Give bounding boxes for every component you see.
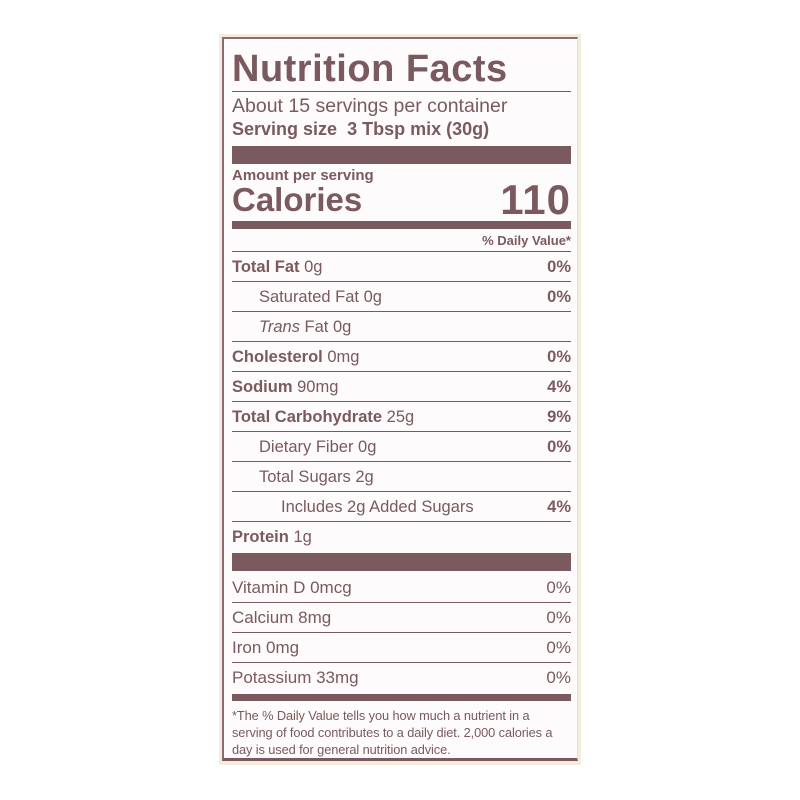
vitamin-list: Vitamin D 0mcg 0% Calcium 8mg 0% Iron 0mg 0% P… <box>232 573 571 692</box>
nutrient-amount: 2g <box>355 468 374 486</box>
nutrient-name: Total Fat 0g <box>232 252 322 281</box>
nutrient-name: Saturated Fat 0g <box>232 282 382 311</box>
nutrient-name: Trans Fat 0g <box>232 312 351 341</box>
nutrient-amount: 0g <box>332 318 352 336</box>
nutrient-row: Total Fat 0g 0% <box>232 251 571 281</box>
nutrient-label: Dietary Fiber <box>259 438 354 456</box>
serving-size-label: Serving size <box>232 119 338 139</box>
vitamin-daily-value: 0% <box>546 668 571 687</box>
nutrient-row: Dietary Fiber 0g 0% <box>232 431 571 461</box>
nutrient-label-suffix: Fat <box>299 318 329 336</box>
nutrient-name: Total Carbohydrate 25g <box>232 402 414 431</box>
nutrient-row: Sodium 90mg 4% <box>232 371 571 401</box>
nutrient-label: Includes 2g Added Sugars <box>281 498 474 516</box>
vitamin-daily-value: 0% <box>546 578 571 597</box>
vitamin-label: Vitamin D 0mcg <box>232 578 352 597</box>
calories-label: Calories <box>232 181 363 218</box>
vitamin-label: Iron 0mg <box>232 638 300 657</box>
medium-divider <box>232 694 571 701</box>
nutrient-list: Total Fat 0g 0% Saturated Fat 0g 0% Trans Fa… <box>232 251 571 551</box>
nutrient-daily-value: 0% <box>547 348 571 366</box>
nutrient-amount: 0g <box>363 288 382 306</box>
nutrient-label: Sodium <box>232 378 293 396</box>
serving-size: Serving size 3 Tbsp mix (30g) <box>232 118 571 144</box>
nutrient-name: Cholesterol 0mg <box>232 342 359 371</box>
vitamin-daily-value: 0% <box>546 608 571 627</box>
nutrient-name: Dietary Fiber 0g <box>232 432 376 461</box>
nutrient-label: Total Fat <box>232 258 300 276</box>
nutrient-name: Includes 2g Added Sugars <box>232 492 474 521</box>
nutrient-row: Saturated Fat 0g 0% <box>232 281 571 311</box>
calories-value: 110 <box>500 176 571 223</box>
nutrient-label: Total Carbohydrate <box>232 408 383 426</box>
nutrient-amount: 0mg <box>327 348 360 366</box>
nutrient-label: Total Sugars <box>259 468 351 486</box>
nutrient-name: Total Sugars 2g <box>232 462 374 491</box>
label-title: Nutrition Facts <box>232 48 508 90</box>
vitamin-daily-value: 0% <box>546 638 571 657</box>
daily-value-header: % Daily Value* <box>482 233 571 248</box>
nutrient-row: Protein 1g <box>232 521 571 551</box>
nutrient-label: Trans <box>259 318 300 336</box>
nutrient-name: Protein 1g <box>232 522 312 551</box>
nutrient-daily-value: 9% <box>547 408 571 426</box>
vitamin-row: Calcium 8mg 0% <box>232 602 571 632</box>
nutrition-facts-label: Nutrition Facts About 15 servings per co… <box>222 37 578 761</box>
medium-divider <box>232 221 571 229</box>
nutrient-amount: 0g <box>304 258 323 276</box>
amount-per-serving: Amount per serving <box>232 167 374 184</box>
thick-divider <box>232 146 571 164</box>
thick-divider <box>232 553 571 571</box>
nutrient-daily-value: 4% <box>547 378 571 396</box>
nutrient-row: Includes 2g Added Sugars 4% <box>232 491 571 521</box>
nutrient-daily-value: 4% <box>547 498 571 516</box>
nutrient-name: Sodium 90mg <box>232 372 338 401</box>
nutrient-label: Saturated Fat <box>259 288 359 306</box>
nutrient-row: Total Sugars 2g <box>232 461 571 491</box>
nutrient-row: Total Carbohydrate 25g 9% <box>232 401 571 431</box>
nutrient-daily-value: 0% <box>547 288 571 306</box>
calories-row: Calories 110 <box>232 176 571 223</box>
serving-size-value: 3 Tbsp mix (30g) <box>347 119 490 139</box>
nutrient-amount: 90mg <box>297 378 339 396</box>
nutrient-label: Cholesterol <box>232 348 323 366</box>
nutrient-row: Trans Fat 0g <box>232 311 571 341</box>
nutrient-label: Protein <box>232 528 289 546</box>
servings-per-container: About 15 servings per container <box>232 95 508 117</box>
vitamin-row: Vitamin D 0mcg 0% <box>232 573 571 602</box>
vitamin-label: Potassium 33mg <box>232 668 359 687</box>
nutrient-amount: 1g <box>293 528 312 546</box>
nutrient-amount: 25g <box>386 408 415 426</box>
vitamin-row: Potassium 33mg 0% <box>232 662 571 692</box>
vitamin-label: Calcium 8mg <box>232 608 332 627</box>
footnote: *The % Daily Value tells you how much a … <box>232 708 553 757</box>
nutrient-row: Cholesterol 0mg 0% <box>232 341 571 371</box>
nutrient-amount: 0g <box>358 438 377 456</box>
vitamin-row: Iron 0mg 0% <box>232 632 571 662</box>
nutrient-daily-value: 0% <box>547 258 571 276</box>
divider <box>232 91 571 92</box>
nutrient-daily-value: 0% <box>547 438 571 456</box>
